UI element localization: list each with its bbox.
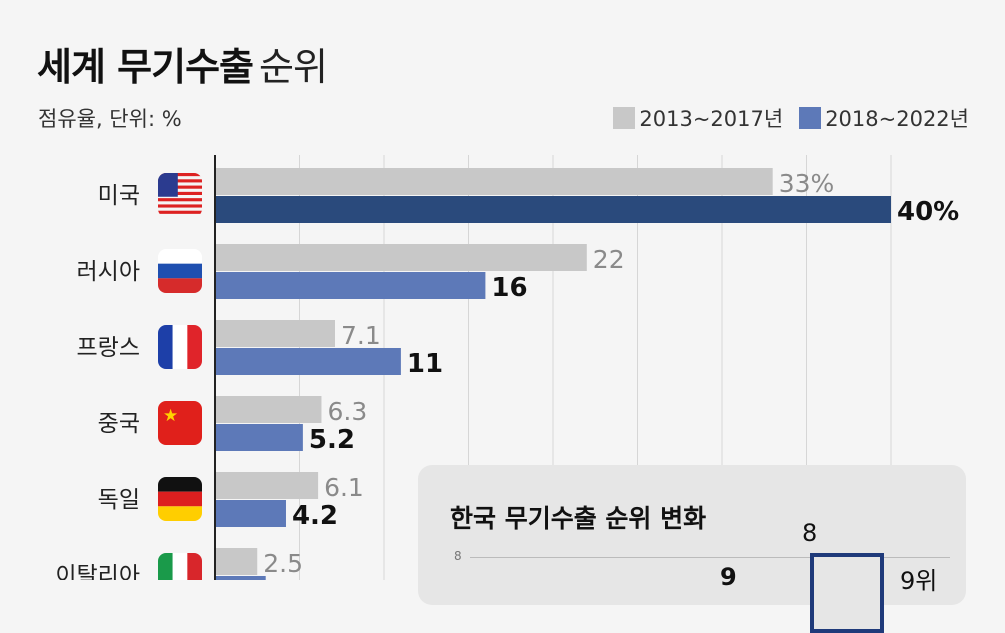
bar-2018-2022: [216, 196, 891, 223]
chart-title: 세계 무기수출 순위: [37, 36, 328, 91]
data-label-2013-2017: 33%: [779, 169, 835, 198]
france-flag-icon: [158, 325, 202, 369]
bar-2018-2022: [216, 348, 401, 375]
category-label: 이탈리아: [55, 563, 140, 580]
category-label: 미국: [98, 183, 140, 209]
data-label-2013-2017: 2.5: [263, 549, 303, 578]
data-label-2018-2022: 4.2: [292, 501, 338, 531]
data-label-2018-2022: 11: [407, 349, 443, 379]
data-label-2018-2022: 5.2: [309, 425, 355, 455]
category-label: 프랑스: [77, 335, 140, 361]
chart-subtitle: 점유율, 단위: %: [38, 107, 182, 131]
inset-title: 한국 무기수출 순위 변화: [450, 504, 707, 533]
bar-2013-2017: [216, 320, 335, 347]
bar-2018-2022: [216, 576, 266, 580]
data-label-2013-2017: 6.1: [324, 473, 364, 502]
data-label-2018-2022: 16: [491, 273, 527, 303]
category-label: 중국: [98, 411, 140, 437]
legend: 2013~2017년 2018~2022년: [597, 103, 969, 133]
bar-2018-2022: [216, 272, 486, 299]
germany-flag-icon: [158, 477, 202, 521]
data-label-2013-2017: 6.3: [327, 397, 367, 426]
data-label-2013-2017: 22: [593, 245, 625, 274]
inset-top-label: 8: [802, 519, 818, 547]
italy-flag-icon: [158, 553, 202, 580]
title-bold: 세계 무기수출: [37, 45, 254, 89]
bar-2018-2022: [216, 500, 286, 527]
legend-label-period-2: 2018~2022년: [825, 107, 969, 131]
russia-flag-icon: [158, 249, 202, 293]
data-label-2018-2022: 40%: [897, 197, 959, 227]
inset-tick-label: 8: [454, 549, 462, 563]
legend-label-period-1: 2013~2017년: [639, 107, 784, 131]
china-flag-icon: ★: [158, 401, 202, 445]
bar-2013-2017: [216, 396, 322, 423]
bar-2013-2017: [216, 472, 319, 499]
title-light: 순위: [259, 45, 328, 89]
bar-chart: 미국 33% 40% 러시아 22 16 프랑스 7.1 11 중국 ★ 6.35.2 독일 6.14.2…: [55, 155, 959, 580]
bar-2018-2022: [216, 424, 303, 451]
inset-left-value: 9: [720, 563, 737, 591]
us-flag-icon: [158, 173, 202, 214]
svg-text:★: ★: [163, 406, 178, 426]
inset-rank-box: [810, 553, 884, 633]
legend-swatch-period-2: [799, 107, 822, 129]
legend-item-period-1: 2013~2017년: [613, 103, 783, 133]
bar-2013-2017: [216, 168, 773, 195]
legend-swatch-period-1: [613, 107, 636, 129]
inset-rank-label: 9위: [900, 567, 938, 595]
korea-rank-inset: 한국 무기수출 순위 변화 8 8 9 9위: [418, 465, 966, 633]
legend-item-period-2: 2018~2022년: [799, 103, 969, 133]
category-label: 러시아: [77, 259, 140, 285]
bar-2013-2017: [216, 548, 258, 575]
inset-gridline: [470, 557, 950, 558]
category-label: 독일: [98, 487, 140, 513]
data-label-2013-2017: 7.1: [341, 321, 381, 350]
bar-2013-2017: [216, 244, 587, 271]
